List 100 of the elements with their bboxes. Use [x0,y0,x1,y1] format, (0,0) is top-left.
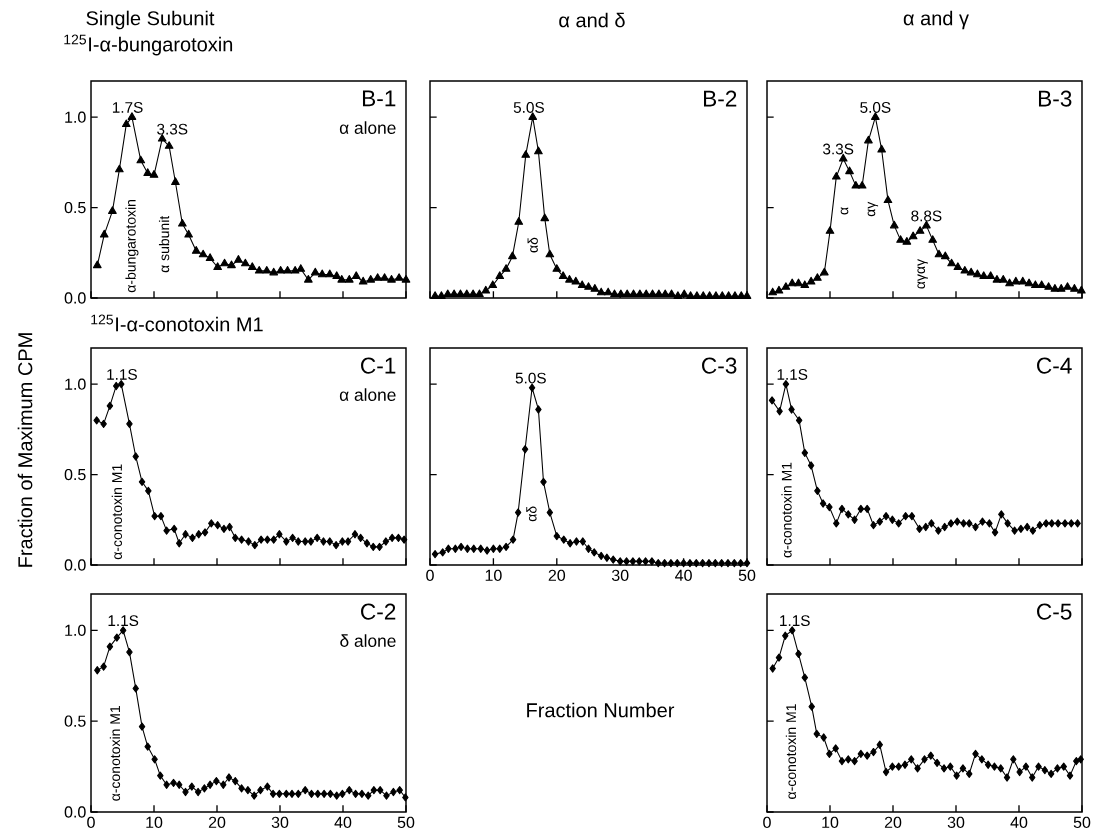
point [788,626,796,635]
point [238,535,245,544]
point [1050,284,1060,292]
point [457,542,465,552]
point [470,544,477,553]
point [820,733,827,742]
point [833,519,840,528]
point [768,287,778,296]
point [490,544,497,553]
point [326,537,334,546]
point [876,740,884,749]
point [126,419,133,429]
point [545,249,555,258]
point [1018,276,1028,285]
point [1073,756,1080,766]
point [693,559,700,568]
point [1054,764,1061,773]
point [1048,519,1055,528]
point [1016,767,1023,777]
point [597,551,605,561]
point [395,533,402,542]
point [596,287,606,296]
point [254,265,264,274]
x-tick-label: 10 [146,816,163,829]
point [877,144,887,153]
point [731,559,738,568]
point [464,544,471,553]
point [813,729,821,739]
point [390,787,397,797]
point [201,784,208,793]
point [164,141,174,149]
point [257,786,264,795]
x-tick-label: 30 [947,816,965,829]
point [376,542,383,552]
point [170,524,178,533]
point [194,787,202,797]
point [214,521,221,530]
point [1074,519,1081,528]
point [388,533,396,542]
point [566,539,574,548]
point [845,166,854,175]
point [724,559,732,568]
point [916,524,923,533]
point [93,416,100,425]
point [509,535,517,544]
point [351,271,361,280]
point [313,533,321,542]
point [1063,282,1072,290]
point [276,530,283,539]
point [648,557,656,566]
point [475,289,484,298]
point [244,786,252,795]
point [394,273,404,281]
point [118,380,125,389]
point [776,407,783,416]
point [800,280,810,289]
point [1036,521,1044,530]
annotation: C-5 [1037,603,1072,620]
point [220,258,229,267]
point [908,231,918,240]
point [579,537,587,546]
point [270,535,277,544]
point [126,647,133,657]
x-tick-label: 20 [208,816,226,829]
annotation: B-3 [1038,90,1072,107]
annotation: C-4 [1037,357,1072,374]
point [986,519,993,528]
point [226,522,233,532]
point [220,780,227,789]
point [132,452,139,461]
point [679,289,689,298]
x-tick-label: 0 [426,569,434,582]
point [953,771,960,780]
point [571,276,581,285]
point [1077,285,1086,294]
point [922,522,929,532]
x-tick-label: 10 [822,816,839,829]
point [914,764,921,773]
point [775,653,783,662]
point [889,220,899,229]
y-tick-label: 0.0 [64,559,86,571]
point [317,269,327,278]
point [947,258,956,267]
chart-title: Single Subunit [86,10,215,30]
point [902,236,912,245]
point [333,791,340,800]
point [667,289,676,298]
point [882,512,890,521]
point [163,526,170,535]
point [296,264,306,272]
annotation: B-2 [703,90,737,107]
point [358,789,366,798]
point [213,262,222,270]
point [959,764,967,773]
point [1028,773,1036,782]
point [250,791,258,800]
point [921,755,928,764]
annotation: 5.0S [513,102,544,113]
point [521,445,529,454]
annotation: 1.7S [112,102,143,113]
